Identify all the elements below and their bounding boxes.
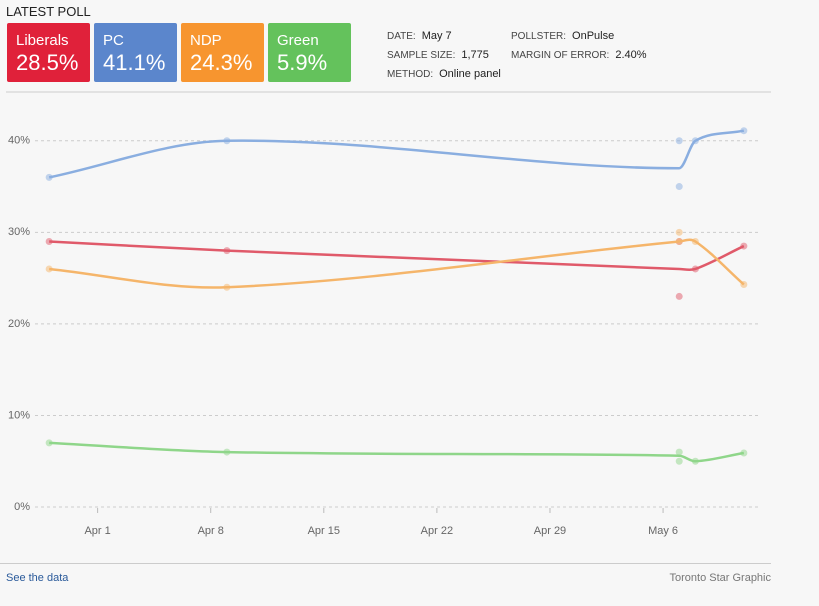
poll-point bbox=[691, 137, 699, 145]
meta-value: May 7 bbox=[421, 30, 452, 42]
party-card: Liberals 28.5% bbox=[7, 23, 90, 82]
x-tick-label: May 6 bbox=[648, 525, 678, 537]
poll-point bbox=[45, 173, 53, 181]
poll-point bbox=[675, 237, 683, 245]
party-name: PC bbox=[103, 32, 124, 49]
party-card: NDP 24.3% bbox=[181, 23, 264, 82]
y-tick-label: 20% bbox=[8, 318, 30, 330]
credit: Toronto Star Graphic bbox=[669, 572, 772, 584]
series-line bbox=[49, 240, 745, 272]
meta-item: POLLSTER: OnPulse bbox=[511, 30, 614, 42]
meta-value: 1,775 bbox=[461, 49, 489, 61]
poll-point bbox=[45, 439, 53, 447]
y-tick-label: 10% bbox=[8, 409, 30, 421]
party-value: 28.5% bbox=[16, 50, 79, 75]
poll-point bbox=[740, 127, 748, 135]
meta-item: SAMPLE SIZE: 1,775 bbox=[387, 49, 489, 61]
y-tick-label: 40% bbox=[8, 135, 30, 147]
footer: See the data Toronto Star Graphic bbox=[0, 563, 771, 584]
meta-label: MARGIN OF ERROR: bbox=[511, 50, 610, 61]
x-tick-label: Apr 1 bbox=[84, 525, 110, 537]
poll-point bbox=[223, 283, 231, 291]
title: LATEST POLL bbox=[6, 4, 91, 19]
series-line bbox=[48, 129, 745, 179]
x-tick-label: Apr 22 bbox=[421, 525, 453, 537]
poll-point bbox=[223, 137, 231, 145]
y-tick-label: 30% bbox=[8, 226, 30, 238]
poll-point bbox=[675, 292, 683, 300]
poll-point bbox=[691, 237, 699, 245]
header: LATEST POLL Liberals 28.5% PC 41.1% NDP 24.3%… bbox=[0, 0, 819, 92]
meta-label: SAMPLE SIZE: bbox=[387, 50, 456, 61]
meta-label: POLLSTER: bbox=[511, 31, 567, 42]
meta-item: METHOD: Online panel bbox=[387, 68, 501, 80]
x-tick-label: Apr 15 bbox=[308, 525, 340, 537]
poll-point bbox=[691, 265, 699, 273]
poll-point bbox=[45, 237, 53, 245]
series-line bbox=[49, 238, 745, 289]
meta-item: DATE: May 7 bbox=[387, 30, 452, 42]
meta-value: Online panel bbox=[439, 68, 501, 80]
y-tick-label: 0% bbox=[14, 501, 30, 513]
poll-point bbox=[675, 448, 683, 456]
meta-value: OnPulse bbox=[572, 30, 615, 42]
poll-point bbox=[675, 183, 683, 191]
series-line bbox=[49, 441, 745, 463]
x-tick-label: Apr 8 bbox=[198, 525, 224, 537]
party-name: Liberals bbox=[16, 32, 69, 49]
poll-point bbox=[740, 242, 748, 250]
poll-point bbox=[675, 457, 683, 465]
party-card: PC 41.1% bbox=[94, 23, 177, 82]
poll-point bbox=[691, 457, 699, 465]
poll-point bbox=[223, 448, 231, 456]
poll-point bbox=[675, 137, 683, 145]
poll-point bbox=[45, 265, 53, 273]
meta-label: METHOD: bbox=[387, 69, 434, 80]
see-data-link[interactable]: See the data bbox=[6, 572, 69, 584]
party-value: 41.1% bbox=[103, 50, 166, 75]
party-value: 5.9% bbox=[277, 50, 328, 75]
x-tick-label: Apr 29 bbox=[534, 525, 566, 537]
poll-point bbox=[740, 449, 748, 457]
party-card: Green 5.9% bbox=[268, 23, 351, 82]
meta-item: MARGIN OF ERROR: 2.40% bbox=[511, 49, 647, 61]
poll-point bbox=[675, 237, 683, 245]
meta-value: 2.40% bbox=[615, 49, 647, 61]
party-name: NDP bbox=[190, 32, 222, 49]
poll-point bbox=[675, 228, 683, 236]
poll-point bbox=[740, 281, 748, 289]
party-value: 24.3% bbox=[190, 50, 253, 75]
meta-label: DATE: bbox=[387, 31, 416, 42]
poll-point bbox=[223, 247, 231, 255]
party-name: Green bbox=[277, 32, 319, 49]
